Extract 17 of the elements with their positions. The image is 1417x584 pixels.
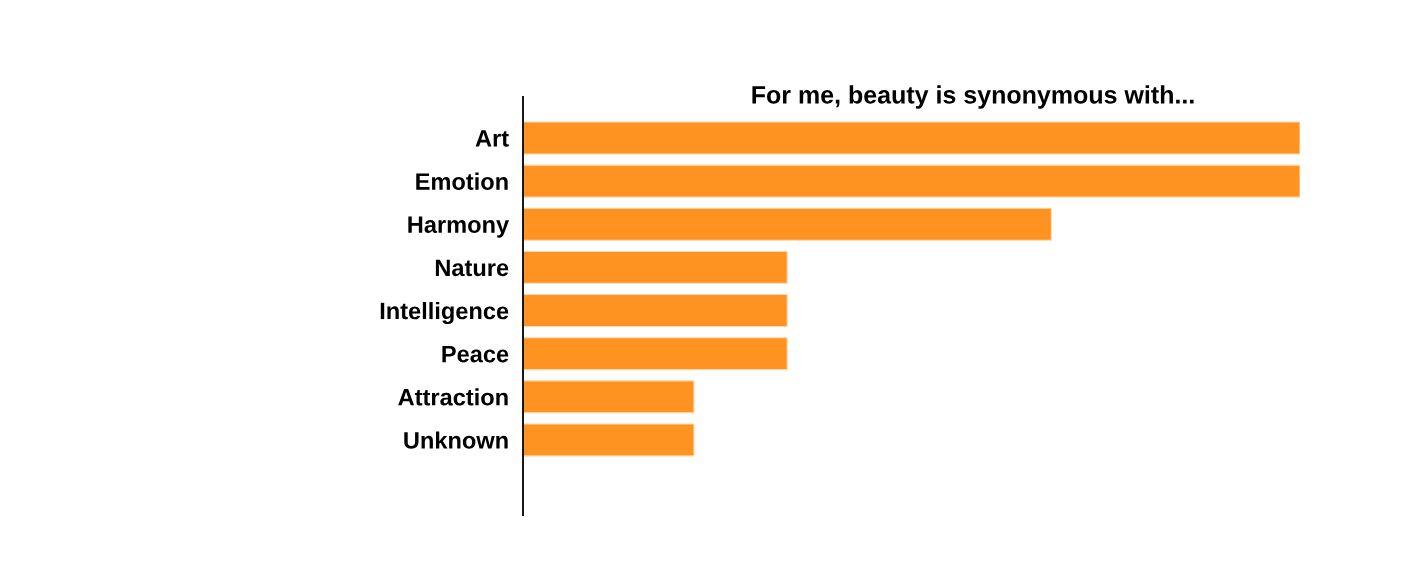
y-tick-label: Attraction xyxy=(398,388,508,406)
y-tick-label: Art xyxy=(475,130,509,147)
bar xyxy=(523,164,1300,198)
bar xyxy=(523,207,1052,241)
y-tick-label: Nature xyxy=(435,259,509,277)
bar xyxy=(523,337,788,371)
bar xyxy=(523,121,1300,155)
chart-title: For me, beauty is synonymous with... xyxy=(752,85,1194,109)
bar xyxy=(523,380,695,414)
y-tick-label: Peace xyxy=(442,345,509,363)
y-tick-label: Harmony xyxy=(408,216,509,238)
y-tick-label: Emotion xyxy=(416,172,508,190)
bar xyxy=(523,294,788,328)
bar xyxy=(523,423,695,457)
y-tick-label: Unknown xyxy=(404,431,508,449)
y-tick-label: Intelligence xyxy=(380,301,509,325)
bar xyxy=(523,250,788,284)
